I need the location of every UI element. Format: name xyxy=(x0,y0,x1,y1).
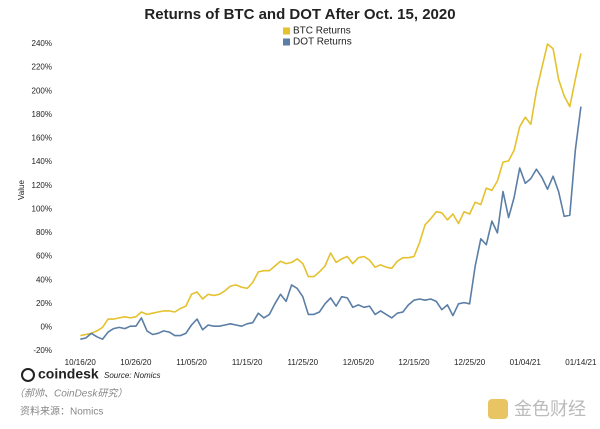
y-tick-label: 0% xyxy=(40,322,52,331)
x-tick-label: 12/05/20 xyxy=(343,358,375,367)
x-tick-label: 01/04/21 xyxy=(510,358,542,367)
y-tick-label: 240% xyxy=(32,39,52,48)
x-tick-label: 11/05/20 xyxy=(176,358,207,367)
y-tick-label: 140% xyxy=(32,157,52,166)
y-tick-label: 200% xyxy=(32,86,52,95)
y-tick-label: 180% xyxy=(32,110,52,119)
y-tick-label: 20% xyxy=(36,299,52,308)
chart-title: Returns of BTC and DOT After Oct. 15, 20… xyxy=(144,6,455,23)
x-tick-label: 10/26/20 xyxy=(120,358,152,367)
y-tick-label: 120% xyxy=(32,181,52,190)
legend-swatch xyxy=(283,27,290,35)
watermark-icon xyxy=(488,399,508,419)
y-tick-label: 40% xyxy=(36,275,52,284)
line-series xyxy=(80,106,582,340)
x-tick-label: 01/14/21 xyxy=(565,358,597,367)
legend-label: DOT Returns xyxy=(293,37,352,48)
y-tick-label: 100% xyxy=(32,204,52,213)
source: Source: Nomics xyxy=(104,371,160,380)
legend-label: BTC Returns xyxy=(293,26,351,37)
x-tick-label: 10/16/20 xyxy=(65,358,97,367)
y-tick-label: -20% xyxy=(33,346,52,355)
footnote: 资料来源：Nomics xyxy=(20,405,103,418)
x-tick-label: 12/15/20 xyxy=(398,358,430,367)
y-tick-label: 160% xyxy=(32,134,52,143)
logo-icon xyxy=(21,368,35,382)
y-tick-label: 80% xyxy=(36,228,52,237)
logo: coindesk xyxy=(38,366,99,382)
legend-swatch xyxy=(283,38,290,46)
x-tick-label: 11/25/20 xyxy=(287,358,318,367)
y-tick-label: 60% xyxy=(36,252,52,261)
watermark: 金色财经 xyxy=(514,399,586,419)
x-tick-label: 11/15/20 xyxy=(232,358,263,367)
y-axis-label: Value xyxy=(17,180,26,200)
y-tick-label: 220% xyxy=(32,63,52,72)
line-series xyxy=(80,43,582,337)
credit: （郝帅、CoinDesk研究） xyxy=(14,388,127,400)
x-tick-label: 12/25/20 xyxy=(454,358,486,367)
